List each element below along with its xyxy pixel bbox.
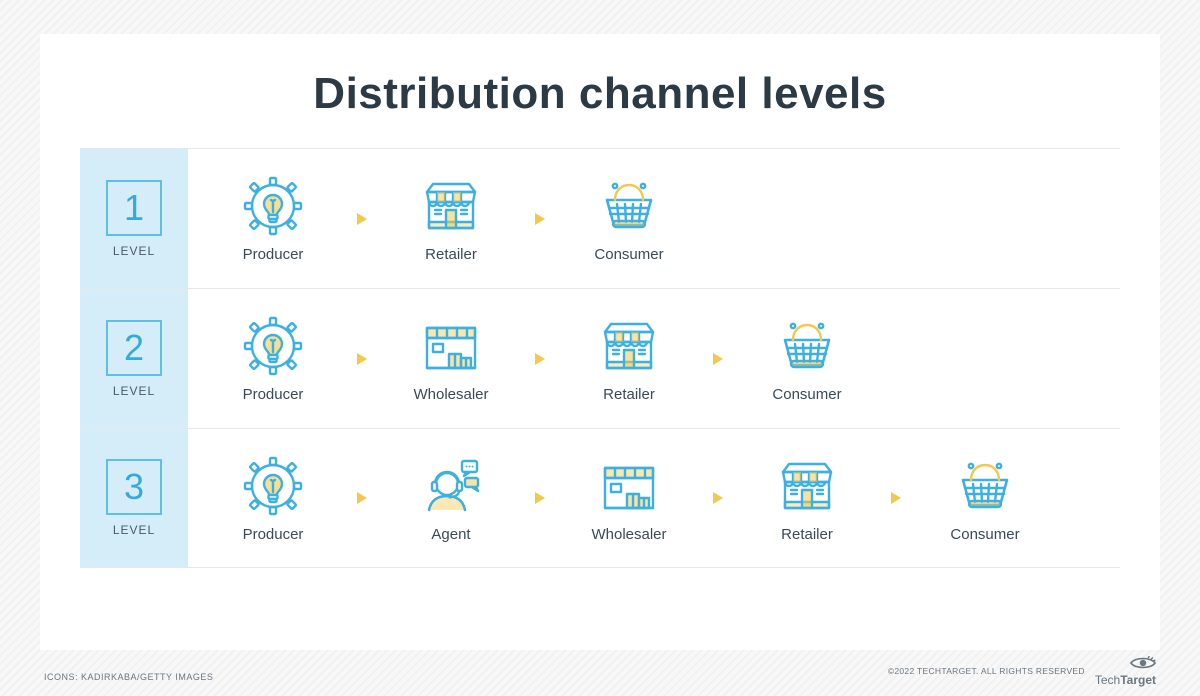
infographic-card: Distribution channel levels 1 LEVEL [40, 34, 1160, 650]
consumer-node: Consumer [564, 174, 694, 263]
chain: Producer Retailer [188, 149, 1120, 288]
producer-icon [241, 454, 305, 518]
consumer-node: Consumer [920, 454, 1050, 543]
node-label: Agent [431, 526, 470, 543]
level-label: LEVEL [113, 244, 155, 258]
retailer-node: Retailer [564, 314, 694, 403]
retailer-node: Retailer [742, 454, 872, 543]
consumer-icon [775, 314, 839, 378]
level-number-frame: 3 [106, 459, 162, 515]
node-label: Producer [243, 246, 304, 263]
level-badge: 1 LEVEL [80, 149, 188, 288]
node-label: Producer [243, 386, 304, 403]
arrow-icon [694, 489, 742, 507]
level-label: LEVEL [113, 523, 155, 537]
node-label: Retailer [781, 526, 833, 543]
producer-node: Producer [208, 454, 338, 543]
level-number: 3 [124, 469, 144, 505]
eye-icon [1130, 656, 1156, 674]
credits-left: ICONS: KADIRKABA/GETTY IMAGES [44, 672, 213, 682]
arrow-icon [694, 350, 742, 368]
node-label: Wholesaler [413, 386, 488, 403]
arrow-icon [516, 350, 564, 368]
level-number-frame: 1 [106, 180, 162, 236]
wholesaler-node: Wholesaler [386, 314, 516, 403]
retailer-node: Retailer [386, 174, 516, 263]
node-label: Consumer [772, 386, 841, 403]
node-label: Consumer [594, 246, 663, 263]
levels-container: 1 LEVEL Producer [80, 148, 1120, 568]
logo-wordmark: TechTarget [1095, 674, 1156, 686]
arrow-icon [338, 350, 386, 368]
chain: Producer Wholesaler [188, 289, 1120, 428]
consumer-icon [597, 174, 661, 238]
level-number: 1 [124, 190, 144, 226]
level-number: 2 [124, 330, 144, 366]
techtarget-logo: TechTarget [1095, 656, 1156, 686]
node-label: Producer [243, 526, 304, 543]
producer-node: Producer [208, 314, 338, 403]
arrow-icon [516, 489, 564, 507]
chain: Producer Agent [188, 429, 1120, 567]
retailer-icon [597, 314, 661, 378]
arrow-icon [338, 210, 386, 228]
consumer-node: Consumer [742, 314, 872, 403]
producer-icon [241, 174, 305, 238]
producer-icon [241, 314, 305, 378]
level-row: 1 LEVEL Producer [80, 148, 1120, 288]
agent-icon [419, 454, 483, 518]
retailer-icon [775, 454, 839, 518]
page-title: Distribution channel levels [80, 70, 1120, 118]
retailer-icon [419, 174, 483, 238]
credits-right: ©2022 TECHTARGET. ALL RIGHTS RESERVED Te… [888, 656, 1156, 686]
wholesaler-node: Wholesaler [564, 454, 694, 543]
node-label: Retailer [425, 246, 477, 263]
consumer-icon [953, 454, 1017, 518]
level-badge: 2 LEVEL [80, 289, 188, 428]
copyright-text: ©2022 TECHTARGET. ALL RIGHTS RESERVED [888, 666, 1085, 676]
level-label: LEVEL [113, 384, 155, 398]
producer-node: Producer [208, 174, 338, 263]
node-label: Retailer [603, 386, 655, 403]
arrow-icon [516, 210, 564, 228]
wholesaler-icon [419, 314, 483, 378]
arrow-icon [338, 489, 386, 507]
level-badge: 3 LEVEL [80, 429, 188, 567]
wholesaler-icon [597, 454, 661, 518]
arrow-icon [872, 489, 920, 507]
level-row: 3 LEVEL Producer [80, 428, 1120, 568]
node-label: Consumer [950, 526, 1019, 543]
level-number-frame: 2 [106, 320, 162, 376]
agent-node: Agent [386, 454, 516, 543]
page-frame: Distribution channel levels 1 LEVEL [0, 0, 1200, 696]
level-row: 2 LEVEL Producer [80, 288, 1120, 428]
node-label: Wholesaler [591, 526, 666, 543]
